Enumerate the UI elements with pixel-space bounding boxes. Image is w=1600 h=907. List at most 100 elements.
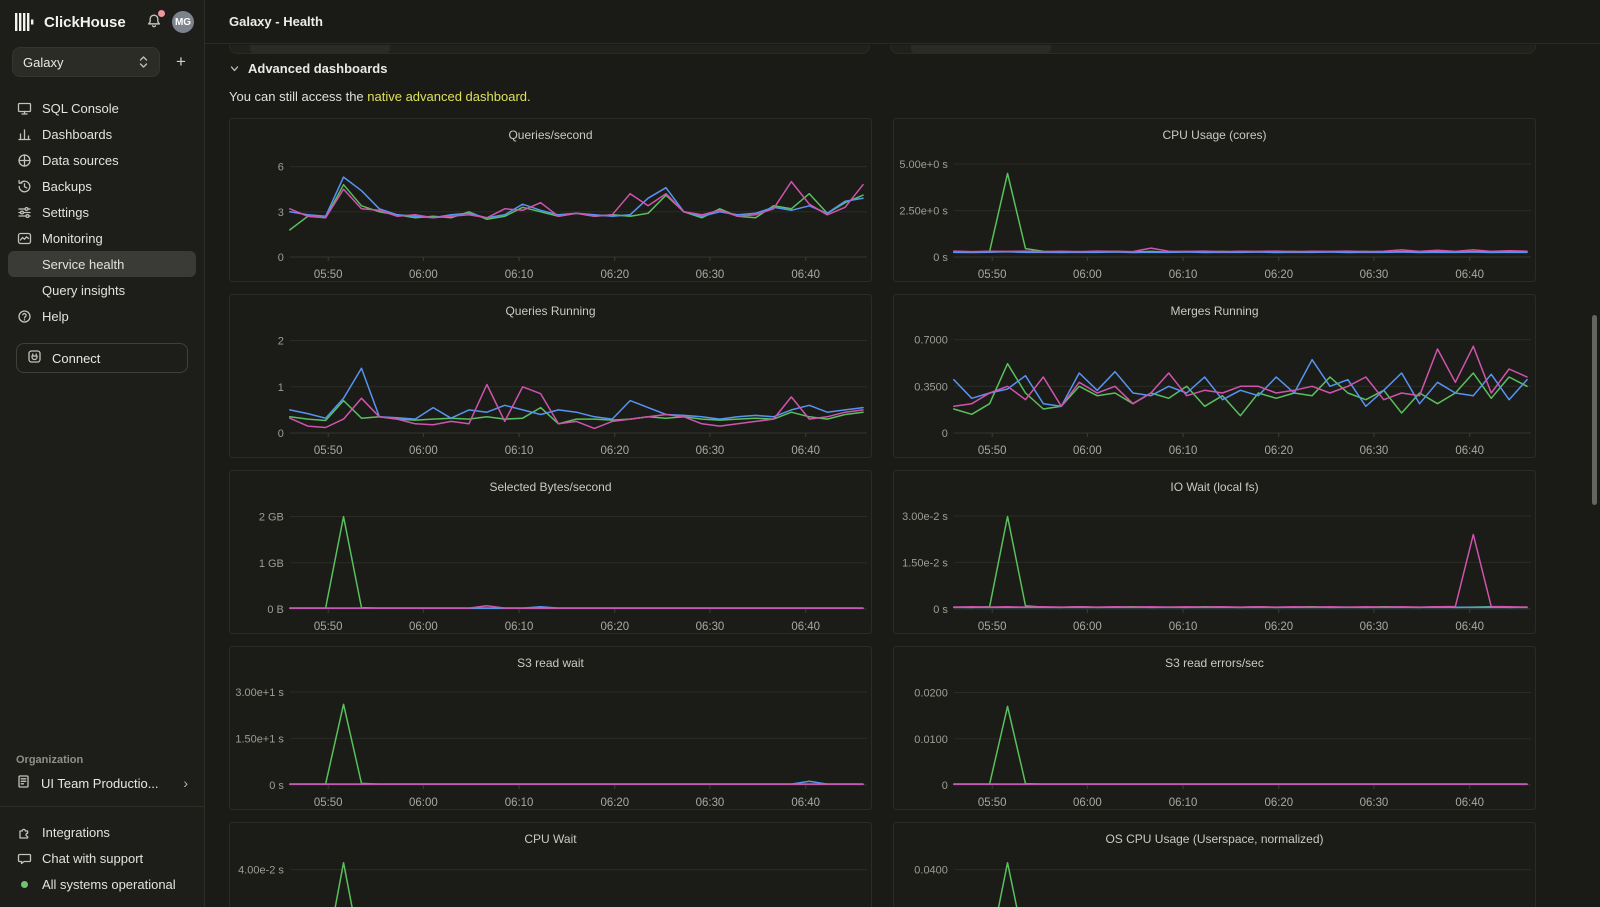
x-axis-tick-label: 06:20 (600, 621, 629, 633)
chart-plot[interactable]: 0 s 1.50e-2 s 3.00e-2 s 05:50 06:00 06:10 06:2… (894, 497, 1535, 634)
sql-console-icon (16, 101, 32, 116)
sidebar-item-monitoring[interactable]: Monitoring (8, 225, 196, 251)
series-line-s3 (953, 533, 1528, 608)
chart-title: S3 read errors/sec (1165, 656, 1264, 670)
sidebar-item-label: Help (42, 308, 69, 324)
chart-plot[interactable]: 0 0.3500 0.7000 05:50 06:00 06:10 06:20 06:30 06… (894, 321, 1535, 458)
chart-card-s3-read-errors-sec: S3 read errors/sec 0 0.0100 0.0200 05:50 06:0… (893, 646, 1536, 810)
x-axis-tick-label: 05:50 (978, 797, 1007, 809)
notification-dot (158, 9, 165, 17)
sidebar-item-label: Dashboards (42, 126, 113, 142)
chart-title: OS CPU Usage (Userspace, normalized) (1105, 832, 1324, 846)
chart-card-os-cpu-usage-userspace-normalized: OS CPU Usage (Userspace, normalized) 00.0… (893, 822, 1536, 907)
sidebar-item-label: Backups (42, 178, 92, 194)
x-axis-tick-label: 06:30 (1360, 621, 1389, 633)
chart-card-s3-read-wait: S3 read wait 0 s 1.50e+1 s 3.00e+1 s 05:50 06… (229, 646, 872, 810)
x-axis-tick-label: 06:40 (1455, 269, 1484, 281)
sidebar-item-data-sources[interactable]: Data sources (8, 147, 196, 173)
x-axis-tick-label: 06:40 (1455, 797, 1484, 809)
chart-plot[interactable]: 0 0.0100 0.0200 05:50 06:00 06:10 06:20 06:30 06… (894, 673, 1535, 810)
chevron-down-icon (230, 66, 239, 72)
notifications-button[interactable] (146, 9, 165, 32)
clipped-panel-segment (911, 45, 1051, 53)
x-axis-tick-label: 06:10 (1169, 445, 1198, 457)
integrations-icon (16, 825, 32, 840)
x-axis-tick-label: 06:20 (600, 445, 629, 457)
x-axis-tick-label: 06:40 (791, 797, 820, 809)
y-axis-tick-label: 2 GB (259, 512, 284, 524)
sidebar-item-query-insights[interactable]: Query insights (42, 282, 126, 298)
sidebar-item-label: Settings (42, 204, 89, 220)
y-axis-tick-label: 1 (278, 382, 284, 394)
organization-switcher[interactable]: UI Team Productio... › (0, 774, 204, 806)
clipped-panel-right (890, 45, 1536, 54)
advanced-dashboards-toggle[interactable]: Advanced dashboards (229, 44, 1536, 76)
chart-plot[interactable]: 0 s2.00e-2 s4.00e-2 s05:5006:0006:1006:2… (230, 849, 871, 907)
chart-title: IO Wait (local fs) (1170, 480, 1259, 494)
x-axis-tick-label: 06:00 (1073, 269, 1102, 281)
sidebar-item-sql-console[interactable]: SQL Console (8, 95, 196, 121)
clipped-panel-left (229, 45, 870, 54)
y-axis-tick-label: 2 (278, 336, 284, 348)
bell-icon (147, 13, 161, 27)
add-service-button[interactable]: + (176, 52, 186, 71)
x-axis-tick-label: 06:40 (791, 445, 820, 457)
brand-name: ClickHouse (44, 13, 126, 31)
x-axis-tick-label: 05:50 (314, 445, 343, 457)
x-axis-tick-label: 05:50 (978, 621, 1007, 633)
scrollbar-thumb[interactable] (1592, 315, 1597, 505)
series-line-s3 (289, 383, 864, 430)
chart-plot[interactable]: 0 1 2 05:50 06:00 06:10 06:20 06:30 06:40 (230, 321, 871, 458)
y-axis-tick-label: 0 s (269, 780, 284, 792)
chart-title: S3 read wait (517, 656, 584, 670)
sidebar-item-settings[interactable]: Settings (8, 199, 196, 225)
x-axis-tick-label: 06:10 (505, 621, 534, 633)
x-axis-tick-label: 05:50 (978, 269, 1007, 281)
sidebar-item-label: Data sources (42, 152, 119, 168)
x-axis-tick-label: 06:20 (600, 269, 629, 281)
clipped-panel-segment (250, 45, 390, 53)
x-axis-tick-label: 06:40 (1455, 621, 1484, 633)
connect-icon (27, 349, 42, 367)
settings-icon (16, 205, 32, 220)
y-axis-tick-label: 1 GB (259, 558, 284, 570)
x-axis-tick-label: 05:50 (978, 445, 1007, 457)
native-dashboard-link[interactable]: native advanced dashboard. (367, 89, 531, 104)
service-selector[interactable]: Galaxy (12, 47, 160, 77)
x-axis-tick-label: 06:30 (1360, 797, 1389, 809)
x-axis-tick-label: 06:10 (505, 445, 534, 457)
system-status[interactable]: All systems operational (8, 871, 196, 897)
x-axis-tick-label: 06:10 (505, 797, 534, 809)
help-icon (16, 309, 32, 324)
x-axis-tick-label: 06:10 (505, 269, 534, 281)
sidebar-item-service-health[interactable]: Service health (8, 251, 196, 277)
chart-plot[interactable]: 0 3 6 05:50 06:00 06:10 06:20 06:30 06:40 (230, 145, 871, 282)
connect-button[interactable]: Connect (16, 343, 188, 373)
sidebar-item-chat-support[interactable]: Chat with support (8, 845, 196, 871)
chart-plot[interactable]: 0 s 2.50e+0 s 5.00e+0 s 05:50 06:00 06:10 06:2… (894, 145, 1535, 282)
sidebar-item-integrations[interactable]: Integrations (8, 819, 196, 845)
sidebar-item-dashboards[interactable]: Dashboards (8, 121, 196, 147)
chart-plot[interactable]: 00.02000.040005:5006:0006:1006:2006:3006… (894, 849, 1535, 907)
chart-plot[interactable]: 0 B 1 GB 2 GB 05:50 06:00 06:10 06:20 06:30 06:4… (230, 497, 871, 634)
monitoring-icon (16, 231, 32, 246)
avatar[interactable]: MG (172, 11, 194, 33)
chart-card-queries-second: Queries/second 0 3 6 05:50 06:00 06:10 06:20 06:… (229, 118, 872, 282)
x-axis-tick-label: 05:50 (314, 797, 343, 809)
sidebar-item-help[interactable]: Help (8, 303, 196, 329)
sidebar-item-backups[interactable]: Backups (8, 173, 196, 199)
x-axis-tick-label: 06:00 (409, 269, 438, 281)
chart-card-cpu-wait: CPU Wait 0 s2.00e-2 s4.00e-2 s05:5006:000… (229, 822, 872, 907)
clickhouse-logo-icon (15, 13, 34, 31)
chart-plot[interactable]: 0 s 1.50e+1 s 3.00e+1 s 05:50 06:00 06:10 06:2… (230, 673, 871, 810)
series-line-s2 (953, 251, 1528, 254)
x-axis-tick-label: 06:30 (696, 269, 725, 281)
x-axis-tick-label: 06:40 (791, 621, 820, 633)
series-line-s2 (289, 367, 864, 420)
series-line-s3 (953, 247, 1528, 253)
x-axis-tick-label: 06:20 (1264, 445, 1293, 457)
sidebar-item-label: Monitoring (42, 230, 103, 246)
x-axis-tick-label: 06:30 (696, 445, 725, 457)
